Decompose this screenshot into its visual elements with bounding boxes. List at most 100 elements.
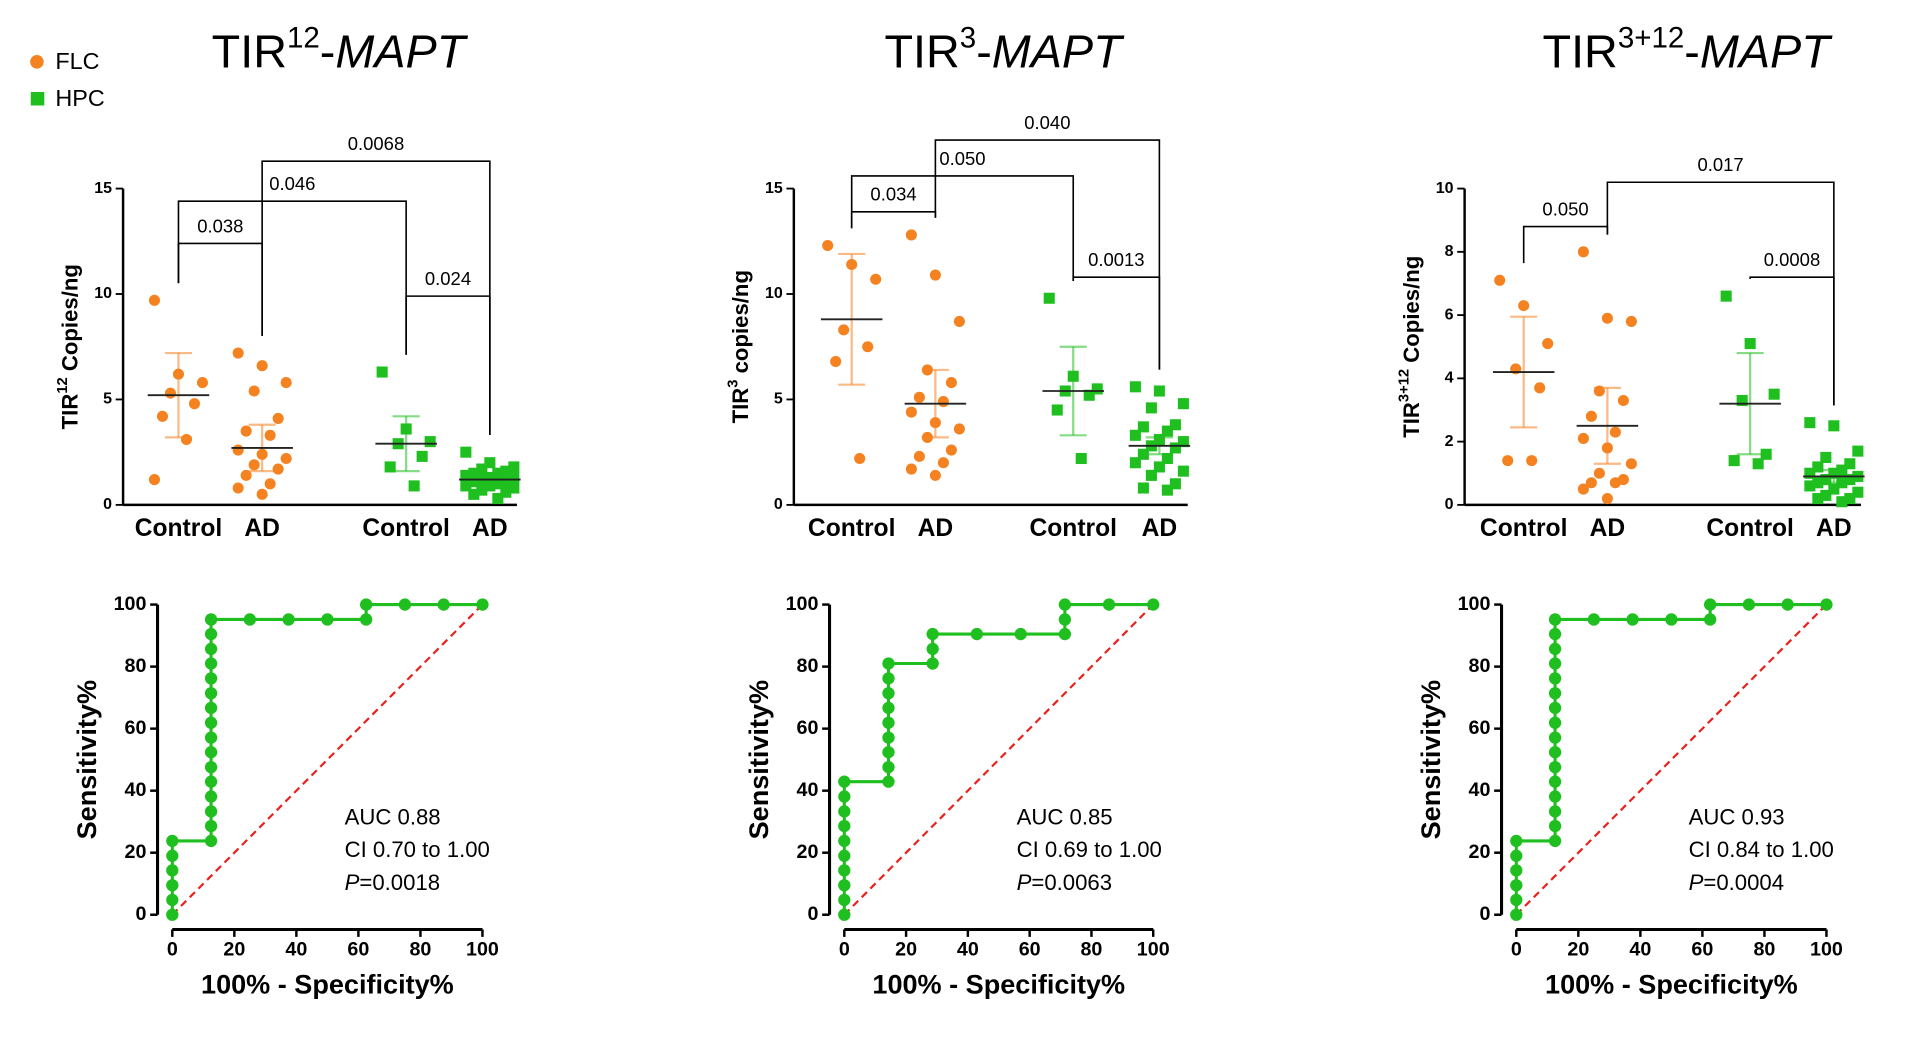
significance-bracket	[1072, 276, 1161, 370]
y-tick-label: 6	[1445, 306, 1454, 323]
roc-point	[926, 627, 939, 641]
x-tick-label: 80	[1080, 939, 1102, 961]
roc-point	[204, 805, 218, 818]
p-value-label: 0.017	[1698, 154, 1744, 175]
chart-title-part: -	[320, 26, 336, 78]
roc-point	[166, 849, 179, 862]
y-axis-title: Sensitivity%	[71, 680, 102, 839]
data-point	[1836, 496, 1848, 508]
roc-point	[1548, 687, 1562, 700]
x-tick-label: 40	[957, 939, 979, 961]
data-point	[1161, 484, 1173, 496]
roc-point	[166, 908, 179, 921]
p-value-label: 0.034	[870, 184, 916, 205]
x-tick-label: AD	[244, 515, 280, 542]
roc-point	[204, 642, 218, 656]
roc-point	[838, 805, 851, 818]
roc-point	[166, 879, 179, 892]
data-point	[240, 425, 252, 437]
y-tick-label: 100	[1458, 593, 1491, 615]
data-point	[508, 461, 520, 473]
p-value-label: 0.040	[1024, 112, 1070, 133]
data-point	[1161, 425, 1173, 437]
x-tick-label: 100	[466, 939, 499, 961]
x-tick-label: 20	[223, 939, 245, 961]
x-tick-label: Control	[1029, 515, 1116, 542]
data-point	[408, 480, 420, 492]
roc-point	[204, 701, 218, 715]
annotation: AUC 0.93	[1689, 805, 1785, 830]
significance-bracket	[850, 210, 937, 229]
x-axis-title: 100% - Specificity%	[1545, 968, 1798, 999]
significance-bracket	[1522, 225, 1609, 264]
roc-point	[1058, 627, 1072, 641]
data-point	[870, 273, 882, 285]
data-point	[188, 398, 200, 410]
data-point	[148, 474, 160, 486]
y-axis-title: Sensitivity%	[1415, 680, 1446, 839]
data-point	[164, 387, 176, 399]
data-point	[460, 480, 472, 492]
x-tick-label: 0	[1511, 939, 1522, 961]
data-point	[468, 476, 480, 488]
y-axis-title-part: TIR	[57, 394, 82, 430]
x-tick-label: AD	[1590, 515, 1626, 542]
annotation-part: P	[1689, 870, 1704, 895]
x-tick-label: 20	[895, 939, 917, 961]
roc-point	[1548, 701, 1562, 715]
data-point	[953, 423, 965, 435]
data-point	[1502, 455, 1514, 467]
y-tick-label: 60	[1469, 717, 1491, 739]
roc-point	[882, 760, 895, 774]
data-point	[1075, 452, 1087, 465]
roc-point	[204, 731, 218, 744]
chart-title-part: TIR	[884, 26, 959, 78]
x-tick-label: Control	[362, 515, 449, 542]
reference-line	[171, 603, 484, 916]
y-tick-label: 8	[1445, 243, 1454, 260]
data-point	[196, 377, 208, 389]
data-point	[264, 429, 276, 441]
roc-point	[1510, 834, 1523, 848]
roc-point	[1548, 746, 1562, 759]
annotation: CI 0.70 to 1.00	[345, 837, 490, 862]
roc-point	[838, 819, 851, 833]
roc-point	[1510, 908, 1523, 921]
significance-bracket	[261, 160, 491, 435]
data-point	[838, 324, 850, 336]
data-point	[508, 482, 520, 494]
x-tick-label: Control	[808, 515, 895, 542]
roc-point	[1704, 613, 1717, 626]
x-tick-label: 80	[1753, 939, 1775, 961]
roc-point	[1820, 598, 1833, 611]
data-point	[1820, 489, 1832, 501]
data-point	[1601, 312, 1613, 324]
data-point	[256, 360, 268, 372]
y-tick-label: 60	[797, 717, 819, 739]
data-point	[1137, 421, 1149, 433]
data-point	[1804, 480, 1816, 492]
data-point	[1804, 467, 1816, 479]
data-point	[953, 315, 965, 327]
annotation: AUC 0.85	[1017, 805, 1113, 830]
data-point	[1720, 290, 1732, 302]
chart-title-part: -	[1684, 26, 1700, 78]
data-point	[854, 452, 866, 465]
x-tick-label: Control	[1480, 515, 1567, 542]
data-point	[264, 478, 276, 490]
data-point	[1617, 394, 1629, 407]
y-tick-label: 20	[1469, 841, 1491, 863]
roc-point	[437, 598, 450, 611]
roc-point	[838, 849, 851, 862]
y-axis-title-part: Copies/ng	[1399, 256, 1424, 369]
roc-point	[838, 790, 851, 803]
y-axis-title-part: 12	[55, 377, 71, 393]
data-point	[905, 463, 917, 475]
y-tick-label: 15	[765, 180, 783, 197]
significance-bracket	[934, 139, 1161, 370]
reference-line	[1515, 603, 1828, 916]
roc-point	[282, 613, 295, 626]
